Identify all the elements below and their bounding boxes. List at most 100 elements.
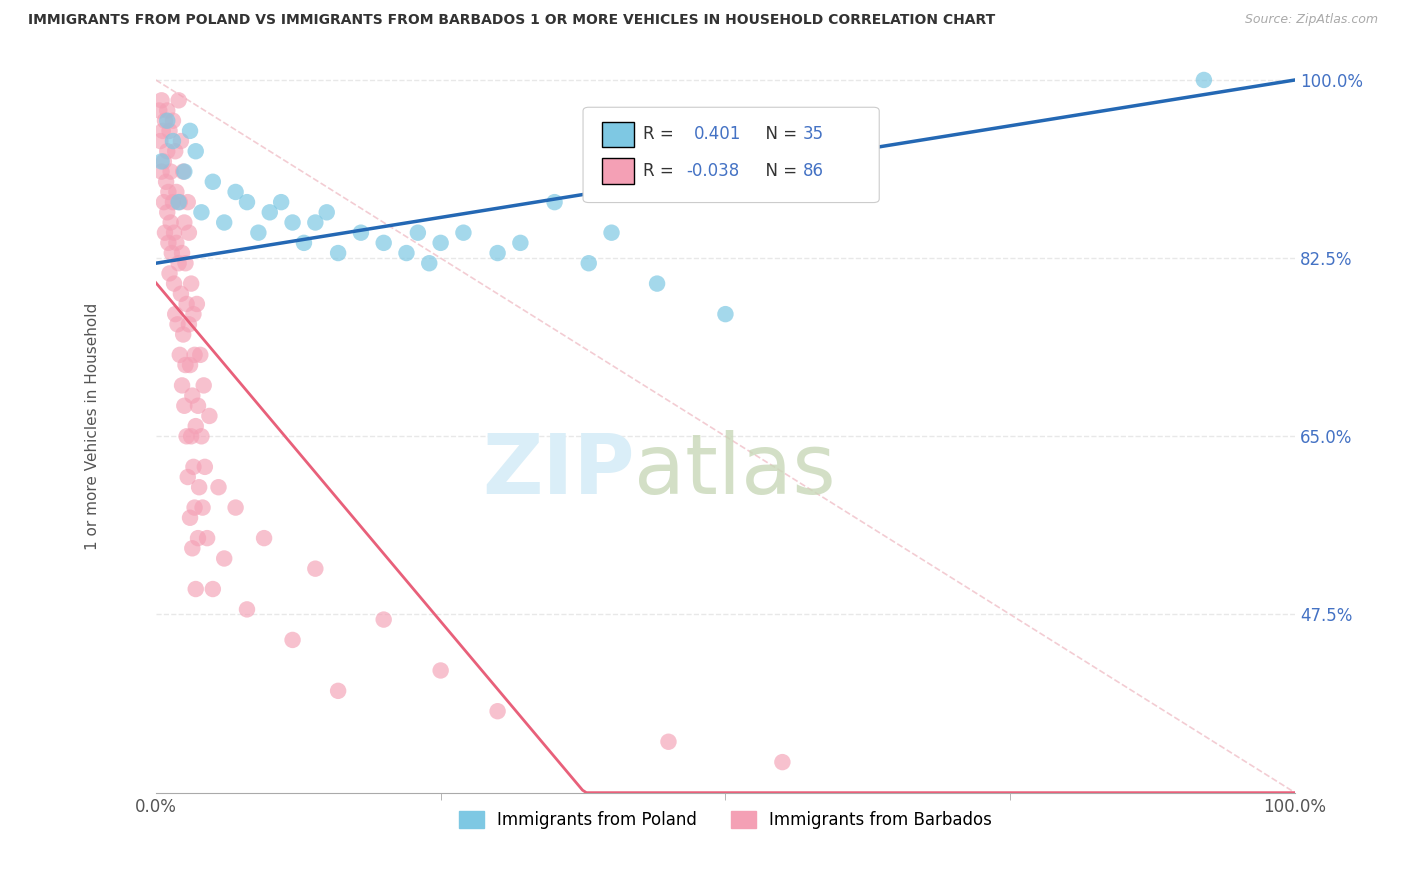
Point [173,164,195,178]
Point [187,531,209,545]
Point [183,307,205,321]
Point [236,195,259,210]
Point [770,755,793,769]
Point [170,378,193,392]
Point [162,195,184,210]
Point [429,235,451,250]
Point [157,185,180,199]
Text: R =: R = [644,126,685,144]
Point [184,145,207,159]
Point [187,399,209,413]
Point [167,93,190,107]
Point [177,470,200,484]
Point [212,551,235,566]
Point [1192,73,1215,87]
Text: N =: N = [755,126,803,144]
Text: 0.401: 0.401 [693,126,741,144]
Point [181,388,204,402]
Point [170,134,193,148]
Point [166,318,188,332]
Point [169,195,191,210]
Point [159,215,181,229]
Point [162,113,184,128]
Point [181,541,204,556]
Point [159,124,181,138]
Point [225,185,247,199]
Point [174,358,197,372]
Point [183,500,205,515]
Point [193,378,215,392]
Point [165,185,187,199]
Point [159,267,181,281]
Point [179,124,201,138]
FancyBboxPatch shape [602,121,634,147]
FancyBboxPatch shape [602,158,634,184]
Point [165,145,187,159]
Point [236,602,259,616]
Point [657,735,679,749]
Point [509,235,531,250]
Point [179,510,201,524]
Point [177,195,200,210]
Point [259,205,281,219]
Point [253,531,276,545]
Point [165,235,187,250]
Point [188,348,211,362]
Point [163,226,186,240]
Point [157,235,180,250]
Point [176,297,198,311]
Point [201,582,224,596]
Point [179,358,201,372]
Point [156,103,179,118]
Point [180,429,202,443]
Point [160,246,183,260]
Point [198,409,221,423]
Text: ZIP: ZIP [482,430,634,510]
Point [429,664,451,678]
Point [177,318,200,332]
Point [270,195,292,210]
Point [395,246,418,260]
Point [195,531,218,545]
Point [172,164,194,178]
Point [207,480,229,494]
Point [155,175,177,189]
Point [167,195,190,210]
Point [156,113,179,128]
Point [190,205,212,219]
Point [247,226,270,240]
Point [165,307,187,321]
Point [150,164,173,178]
Point [150,154,173,169]
Point [212,215,235,229]
Point [153,113,176,128]
Point [159,164,181,178]
Point [153,154,176,169]
Point [162,134,184,148]
Point [714,307,737,321]
Point [194,459,217,474]
Point [167,256,190,270]
Point [176,429,198,443]
Text: -0.038: -0.038 [686,162,740,180]
Y-axis label: 1 or more Vehicles in Household: 1 or more Vehicles in Household [86,302,100,549]
Point [406,226,429,240]
Point [315,205,337,219]
Point [600,226,623,240]
Point [225,500,247,515]
Text: 86: 86 [803,162,824,180]
Text: N =: N = [755,162,803,180]
Point [543,195,565,210]
Point [453,226,475,240]
Point [184,582,207,596]
Text: atlas: atlas [634,430,837,510]
Point [153,226,176,240]
Point [152,124,174,138]
Point [373,235,395,250]
Point [149,134,172,148]
Text: 35: 35 [803,126,824,144]
Point [150,93,173,107]
Point [184,419,207,434]
Point [148,103,170,118]
Point [326,683,349,698]
